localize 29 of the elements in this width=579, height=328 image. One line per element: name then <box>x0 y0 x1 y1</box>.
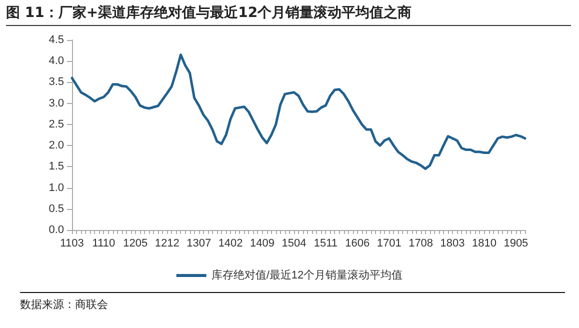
x-tick-label: 1402 <box>218 238 243 250</box>
y-tick-label: 4.0 <box>48 55 64 68</box>
y-tick-label: 1.0 <box>48 182 64 194</box>
y-tick-label: 4.5 <box>48 34 64 46</box>
x-tick-label: 1110 <box>92 238 116 250</box>
x-tick-label: 1307 <box>186 238 212 250</box>
x-tick-label: 1810 <box>472 238 496 250</box>
x-tick-label: 1708 <box>408 238 434 250</box>
y-tick-label: 1.5 <box>48 160 64 173</box>
x-tick-label: 1409 <box>250 238 274 250</box>
x-tick-label: 1803 <box>440 238 465 250</box>
x-tick-label: 1205 <box>123 238 148 250</box>
x-tick-label: 1103 <box>60 238 84 250</box>
x-tick-label: 1212 <box>154 238 180 250</box>
chart-title: 图 11：厂家+渠道库存绝对值与最近12个月销量滚动平均值之商 <box>6 4 571 26</box>
x-tick-label: 1606 <box>345 238 370 250</box>
line-series <box>70 54 526 170</box>
y-tick-label: 0.0 <box>48 224 64 236</box>
x-tick-label: 1905 <box>504 238 528 250</box>
y-tick-label: 2.5 <box>48 118 64 130</box>
x-tick-label: 1701 <box>376 238 402 250</box>
y-tick-label: 3.0 <box>48 97 64 110</box>
x-tick-label: 1511 <box>314 238 338 250</box>
legend-label: 库存绝对值/最近12个月销量滚动平均值 <box>211 268 403 282</box>
y-tick-label: 3.5 <box>48 76 64 88</box>
source-note: 数据来源：商联会 <box>20 292 565 312</box>
y-tick-label: 2.0 <box>48 140 64 152</box>
y-tick-label: 0.5 <box>48 202 64 215</box>
x-tick-label: 1504 <box>282 238 306 250</box>
